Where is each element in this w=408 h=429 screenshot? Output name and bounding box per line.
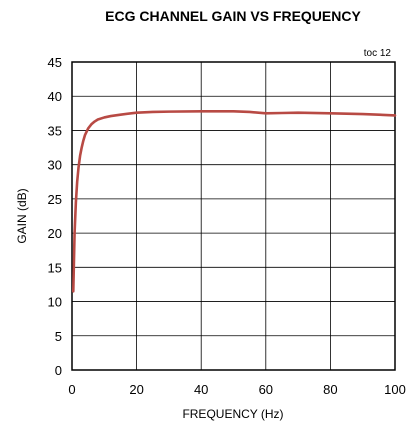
- x-tick-labels: 0 20 40 60 80 100: [68, 382, 405, 397]
- y-tick-label: 30: [48, 158, 62, 173]
- x-axis-label: FREQUENCY (Hz): [182, 407, 283, 421]
- y-tick-label: 25: [48, 192, 62, 207]
- gain-series-line: [71, 109, 397, 293]
- y-tick-labels: 0 5 10 15 20 25 30 35 40 45: [48, 55, 62, 378]
- y-tick-label: 40: [48, 89, 62, 104]
- y-tick-label: 10: [48, 295, 62, 310]
- plot-frame: [71, 61, 396, 371]
- y-tick-label: 5: [55, 329, 62, 344]
- x-tick-label: 80: [323, 382, 337, 397]
- x-tick-label: 40: [194, 382, 208, 397]
- y-tick-label: 0: [55, 363, 62, 378]
- y-axis-label: GAIN (dB): [15, 188, 29, 243]
- x-tick-label: 100: [384, 382, 406, 397]
- grid-lines: [72, 62, 395, 370]
- chart-title: ECG CHANNEL GAIN VS FREQUENCY: [105, 8, 361, 24]
- y-tick-label: 20: [48, 226, 62, 241]
- y-tick-label: 15: [48, 260, 62, 275]
- y-tick-label: 35: [48, 123, 62, 138]
- chart-note: toc 12: [364, 48, 392, 59]
- x-tick-label: 60: [259, 382, 273, 397]
- x-tick-label: 20: [129, 382, 143, 397]
- y-tick-label: 45: [48, 55, 62, 70]
- x-tick-label: 0: [68, 382, 75, 397]
